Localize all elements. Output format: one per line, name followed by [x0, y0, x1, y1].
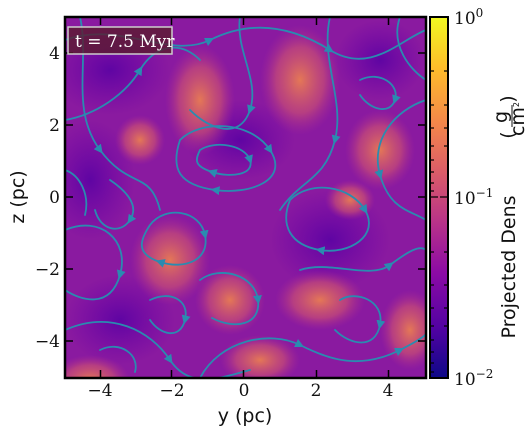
x-axis-label: y (pc)	[218, 405, 273, 427]
streamline	[199, 319, 426, 378]
x-tick-label: −2	[159, 381, 184, 401]
x-tick-label: 2	[311, 381, 322, 401]
colorbar-paren-close: )	[497, 95, 519, 102]
density-map	[65, 17, 426, 378]
streamline	[285, 186, 370, 256]
y-tick-label: 2	[49, 116, 60, 136]
streamline	[94, 179, 137, 230]
streamline	[299, 247, 426, 272]
streamline	[65, 169, 88, 216]
y-tick-label: −2	[35, 260, 60, 280]
streamline	[359, 75, 401, 110]
time-annotation-text: t = 7.5 Myr	[75, 32, 175, 52]
colorbar-tick-mid: 10−1	[454, 186, 493, 209]
colorbar-unit-den: cm2	[507, 102, 529, 136]
y-axis-label: z (pc)	[7, 170, 29, 223]
streamline	[396, 17, 426, 81]
x-tick-label: 0	[239, 381, 250, 401]
colorbar: 100 10−1 10−2 Projected Dens ( g cm2 )	[429, 6, 529, 390]
colorbar-tick-bottom: 10−2	[454, 367, 493, 390]
streamline	[279, 17, 341, 211]
streamline	[99, 345, 137, 373]
streamline	[65, 224, 126, 301]
colorbar-unit-num: g	[490, 111, 512, 123]
x-tick-label: −4	[87, 381, 112, 401]
streamline	[149, 295, 191, 335]
colorbar-tick-top: 100	[454, 6, 483, 29]
colorbar-label: Projected Dens ( g cm2 )	[490, 95, 529, 338]
x-tick-labels: −4 −2 0 2 4	[87, 381, 393, 401]
y-tick-labels: 4 2 0 −2 −4	[35, 44, 60, 352]
streamline	[175, 125, 277, 196]
streamline	[140, 211, 209, 268]
colorbar-paren-open: (	[497, 131, 519, 138]
streamline	[195, 143, 253, 178]
streamline	[65, 46, 201, 121]
streamline	[199, 272, 262, 326]
colorbar-label-main: Projected Dens	[498, 195, 520, 338]
streamline	[374, 99, 426, 221]
time-annotation: t = 7.5 Myr	[67, 26, 175, 55]
y-tick-label: −4	[35, 332, 60, 352]
y-tick-label: 4	[49, 44, 60, 64]
y-tick-label: 0	[49, 188, 60, 208]
streamline	[189, 17, 256, 130]
x-tick-label: 4	[383, 381, 394, 401]
streamline	[334, 295, 386, 344]
colorbar-ticks	[430, 70, 448, 373]
